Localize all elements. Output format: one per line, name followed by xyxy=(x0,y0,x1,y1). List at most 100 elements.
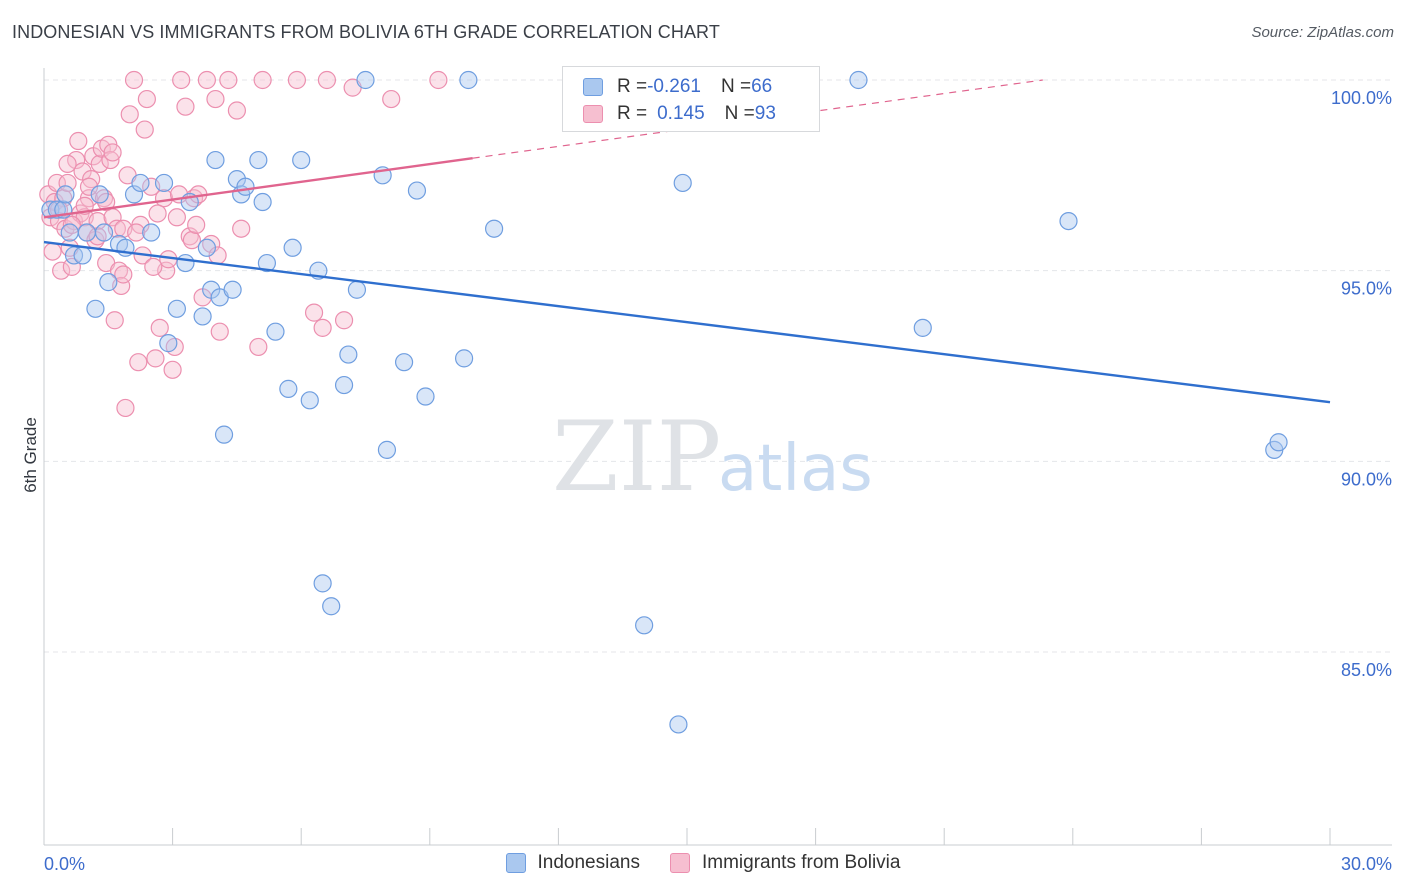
indonesians-point xyxy=(60,223,79,242)
bolivia-point xyxy=(382,89,401,109)
watermark-zip: ZIP xyxy=(552,401,721,513)
legend-swatch-indonesians xyxy=(583,78,603,96)
bolivia-point xyxy=(150,318,169,337)
legend-row-indonesians: R = -0.261 N = 66 xyxy=(583,73,772,101)
x-ticks xyxy=(43,828,1331,845)
watermark: ZIP atlas xyxy=(552,401,873,513)
indonesians-point xyxy=(131,173,150,193)
bolivia-point xyxy=(219,70,238,90)
indonesians-point xyxy=(257,253,277,273)
legend-label-bolivia: Immigrants from Bolivia xyxy=(701,852,901,873)
bolivia-point xyxy=(90,154,109,173)
correlation-legend: R = -0.261 N = 66 R = 0.145 N = 93 xyxy=(562,66,820,132)
legend-label-indonesians: Indonesians xyxy=(537,852,640,873)
source-label: Source: ZipAtlas.com xyxy=(1251,24,1394,41)
bolivia-point xyxy=(146,349,165,368)
y-tick-label: 95.0% xyxy=(1341,279,1392,299)
bolivia-point xyxy=(317,70,337,90)
legend-r-label: R = xyxy=(617,76,648,97)
bolivia-point xyxy=(334,311,354,330)
bolivia-point xyxy=(137,89,156,109)
bolivia-point xyxy=(58,173,77,193)
legend-swatch-indonesians xyxy=(505,853,526,873)
indonesians-point xyxy=(176,253,195,273)
bolivia-point xyxy=(163,360,182,379)
bolivia-point xyxy=(88,211,107,231)
indonesians-point xyxy=(283,238,302,257)
y-tick-label: 100.0% xyxy=(1331,88,1392,108)
legend-row-bolivia: R = 0.145 N = 93 xyxy=(583,100,776,128)
x-tick-label-min: 0.0% xyxy=(44,854,85,874)
indonesians-point xyxy=(99,273,118,292)
indonesians-point xyxy=(1269,433,1288,452)
indonesians-point xyxy=(86,299,105,318)
axes xyxy=(43,68,1392,846)
bolivia-point xyxy=(135,120,154,139)
series-indonesians xyxy=(41,70,1288,734)
indonesians-point xyxy=(416,387,435,406)
bolivia-point xyxy=(129,353,148,372)
indonesians-point xyxy=(279,379,298,398)
trend-line-indonesians xyxy=(43,240,1331,404)
legend-swatch-bolivia xyxy=(669,853,690,873)
indonesians-point xyxy=(377,440,397,459)
indonesians-point xyxy=(167,299,186,318)
legend-item-bolivia: Immigrants from Bolivia xyxy=(669,852,901,874)
bolivia-point xyxy=(232,219,251,238)
indonesians-point xyxy=(266,322,285,341)
indonesians-point xyxy=(197,238,216,257)
indonesians-point xyxy=(322,597,341,616)
legend-n-label: N = xyxy=(720,76,752,97)
indonesians-point xyxy=(485,219,504,238)
indonesians-point xyxy=(292,150,311,170)
bolivia-point xyxy=(144,257,163,276)
bolivia-point xyxy=(62,257,81,276)
indonesians-point xyxy=(407,181,427,200)
bolivia-point xyxy=(154,189,174,208)
indonesians-point xyxy=(849,70,868,90)
trend-line-bolivia xyxy=(43,156,473,219)
indonesians-point xyxy=(356,70,375,90)
bolivia-point xyxy=(206,89,225,109)
bolivia-point xyxy=(313,318,332,337)
bolivia-point xyxy=(167,208,186,227)
indonesians-point xyxy=(142,223,161,242)
indonesians-point xyxy=(56,185,75,204)
legend-r-value: -0.261 xyxy=(647,76,701,97)
bolivia-point xyxy=(253,70,272,90)
y-tick-labels: 85.0% 90.0% 95.0% 100.0% xyxy=(1331,88,1392,680)
indonesians-point xyxy=(94,223,114,242)
indonesians-point xyxy=(913,318,932,337)
legend-n-value: 93 xyxy=(754,103,776,124)
indonesians-point xyxy=(1059,211,1078,231)
y-axis-title: 6th Grade xyxy=(21,417,40,493)
indonesians-point xyxy=(159,334,178,353)
indonesians-point xyxy=(90,185,109,204)
bolivia-point xyxy=(124,70,144,90)
indonesians-point xyxy=(673,173,692,193)
bolivia-point xyxy=(172,70,191,90)
y-tick-label: 85.0% xyxy=(1341,660,1392,680)
x-tick-label-max: 30.0% xyxy=(1341,854,1392,874)
indonesians-point xyxy=(669,715,688,734)
bolivia-point xyxy=(429,70,448,90)
indonesians-point xyxy=(459,70,478,90)
indonesians-point xyxy=(77,223,96,242)
bolivia-point xyxy=(182,231,201,250)
indonesians-point xyxy=(206,150,225,170)
bolivia-point xyxy=(249,337,268,357)
grid-lines xyxy=(44,79,1392,653)
bolivia-point xyxy=(304,303,324,322)
bolivia-point xyxy=(187,215,206,235)
bolivia-point xyxy=(43,242,62,261)
legend-item-indonesians: Indonesians xyxy=(505,852,640,874)
indonesians-point xyxy=(300,391,319,410)
indonesians-point xyxy=(313,574,332,593)
legend-r-value: 0.145 xyxy=(657,103,705,124)
indonesians-point xyxy=(124,185,144,204)
bolivia-point xyxy=(127,223,146,242)
bolivia-point xyxy=(67,150,86,170)
bolivia-point xyxy=(197,70,216,90)
legend-n-value: 66 xyxy=(751,76,773,97)
